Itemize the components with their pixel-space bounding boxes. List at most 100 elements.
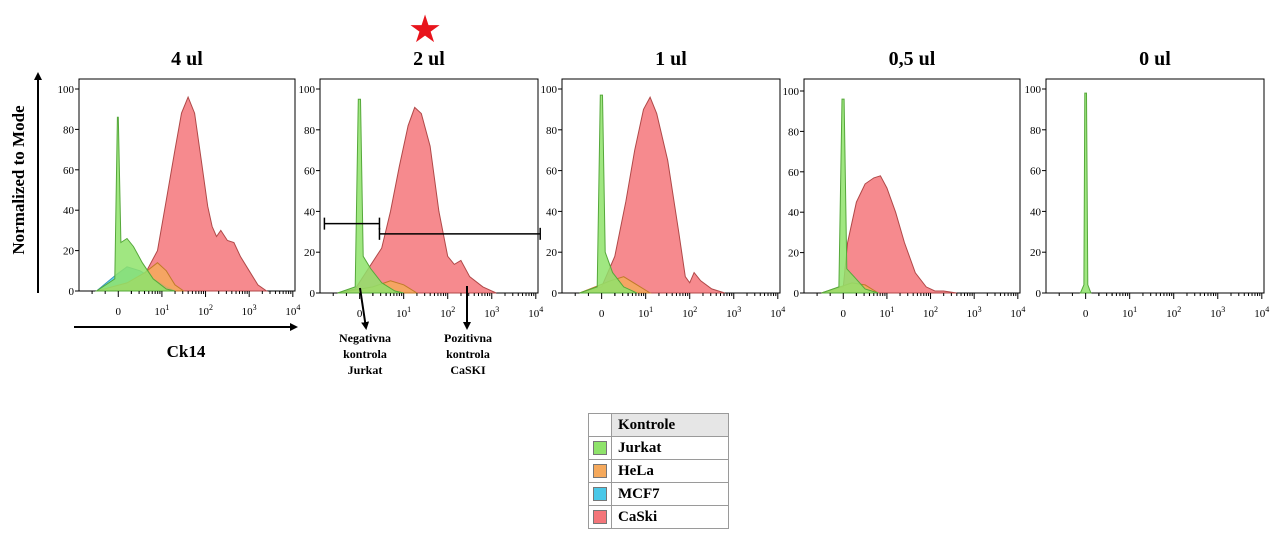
- x-tick-label: 0: [357, 308, 363, 320]
- y-tick-label: 60: [304, 166, 316, 178]
- positive-control-line-1: Pozitivna: [444, 331, 492, 345]
- y-tick-label: 100: [783, 86, 800, 98]
- y-axis-label: Normalized to Mode: [9, 105, 28, 255]
- series-area-caski: [579, 96, 726, 294]
- series-area-jurkat: [337, 98, 404, 294]
- x-tick-exponent: 1: [890, 305, 894, 314]
- y-tick-label: 60: [63, 165, 75, 177]
- negative-control-line-1: Negativna: [339, 331, 391, 345]
- x-tick-label: 101: [1122, 305, 1137, 320]
- y-tick-label: 0: [1036, 288, 1042, 300]
- legend-label-jurkat: Jurkat: [611, 436, 729, 460]
- x-tick-label: 0: [599, 308, 605, 320]
- negative-control-annotation: Negativna kontrola Jurkat: [339, 287, 391, 377]
- y-tick-label: 20: [63, 246, 75, 258]
- x-tick-label: 0: [1083, 308, 1089, 320]
- x-tick-exponent: 2: [209, 303, 213, 312]
- y-tick-label: 100: [58, 84, 75, 96]
- x-tick-label: 0: [841, 308, 847, 320]
- x-tick-exponent: 1: [1133, 305, 1137, 314]
- y-tick-label: 20: [788, 248, 800, 260]
- x-tick-label: 102: [682, 305, 697, 320]
- y-tick-label: 40: [63, 205, 75, 217]
- y-tick-label: 80: [788, 126, 800, 138]
- legend-label-mcf7: MCF7: [611, 482, 729, 506]
- series-area-jurkat: [94, 116, 176, 292]
- y-tick-label: 0: [552, 288, 558, 300]
- y-tick-label: 40: [1030, 206, 1042, 218]
- series-area-caski: [821, 175, 957, 294]
- selected-dose-star-icon: ★: [408, 9, 442, 51]
- legend-swatch-hela: [593, 464, 607, 479]
- series-area-caski: [337, 106, 497, 294]
- y-tick-label: 80: [304, 125, 316, 137]
- x-tick-label: 104: [770, 305, 785, 320]
- x-tick-label: 102: [923, 305, 938, 320]
- legend-swatch-caski: [593, 510, 607, 525]
- x-tick-exponent: 4: [1265, 305, 1269, 314]
- y-tick-label: 0: [310, 288, 316, 300]
- x-tick-exponent: 3: [495, 305, 499, 314]
- x-tick-label: 103: [484, 305, 499, 320]
- panel-title: 4 ul: [171, 48, 203, 70]
- legend-row-hela: HeLa: [588, 459, 729, 483]
- negative-control-arrow: [359, 287, 370, 330]
- x-tick-exponent: 4: [781, 305, 785, 314]
- legend-label-hela: HeLa: [611, 459, 729, 483]
- legend-header-blank: [588, 413, 612, 437]
- series-area-caski: [96, 95, 269, 292]
- y-tick-label: 80: [546, 125, 558, 137]
- x-tick-exponent: 4: [539, 305, 543, 314]
- x-tick-label: 101: [154, 303, 169, 318]
- x-tick-exponent: 2: [693, 305, 697, 314]
- legend-header-row: Kontrole: [588, 413, 729, 437]
- x-tick-label: 101: [879, 305, 894, 320]
- legend-swatch-cell: [588, 436, 612, 460]
- y-tick-label: 40: [788, 207, 800, 219]
- positive-control-annotation: Pozitivna kontrola CaSKI: [444, 286, 492, 377]
- panel-title: 0,5 ul: [889, 48, 936, 70]
- x-tick-label: 103: [967, 305, 982, 320]
- x-tick-label: 101: [638, 305, 653, 320]
- x-axis-label: Ck14: [167, 342, 206, 361]
- x-tick-exponent: 3: [253, 303, 257, 312]
- legend-title: Kontrole: [611, 413, 729, 437]
- x-tick-exponent: 2: [934, 305, 938, 314]
- legend-swatch-cell: [588, 459, 612, 483]
- y-tick-label: 60: [788, 167, 800, 179]
- x-tick-label: 104: [1254, 305, 1269, 320]
- x-tick-exponent: 1: [165, 303, 169, 312]
- y-tick-label: 60: [1030, 166, 1042, 178]
- x-tick-label: 103: [242, 303, 257, 318]
- y-tick-label: 20: [304, 247, 316, 259]
- x-tick-label: 102: [440, 305, 455, 320]
- x-tick-exponent: 4: [1021, 305, 1025, 314]
- histogram-panel: 0 ul 0 20 40 60 80 100 0 101 102 103 104: [1025, 48, 1270, 320]
- panel-title: 1 ul: [655, 48, 687, 70]
- series-area-jurkat: [821, 98, 879, 294]
- legend-swatch-cell: [588, 482, 612, 506]
- y-tick-label: 100: [1025, 84, 1042, 96]
- x-tick-exponent: 1: [649, 305, 653, 314]
- x-tick-label: 101: [396, 305, 411, 320]
- x-tick-label: 103: [726, 305, 741, 320]
- series-area-jurkat: [579, 94, 638, 294]
- x-tick-exponent: 2: [1177, 305, 1181, 314]
- controls-legend: Kontrole Jurkat HeLa MCF7 CaSki: [588, 413, 729, 529]
- y-tick-label: 0: [69, 286, 75, 298]
- negative-control-line-2: kontrola: [343, 347, 387, 361]
- legend-row-caski: CaSki: [588, 505, 729, 529]
- x-tick-exponent: 3: [978, 305, 982, 314]
- panel-title: 2 ul: [413, 48, 445, 70]
- x-tick-exponent: 2: [451, 305, 455, 314]
- histogram-panel: 2 ul 0 20 40 60 80 100 0 101 102 103 104: [299, 48, 544, 320]
- x-tick-label: 104: [285, 303, 300, 318]
- histogram-panel: 0,5 ul 0 20 40 60 80 100 0 101 102 103 104: [783, 48, 1026, 320]
- x-tick-label: 103: [1210, 305, 1225, 320]
- legend-label-caski: CaSki: [611, 505, 729, 529]
- legend-row-jurkat: Jurkat: [588, 436, 729, 460]
- positive-control-line-2: kontrola: [446, 347, 490, 361]
- y-tick-label: 80: [1030, 125, 1042, 137]
